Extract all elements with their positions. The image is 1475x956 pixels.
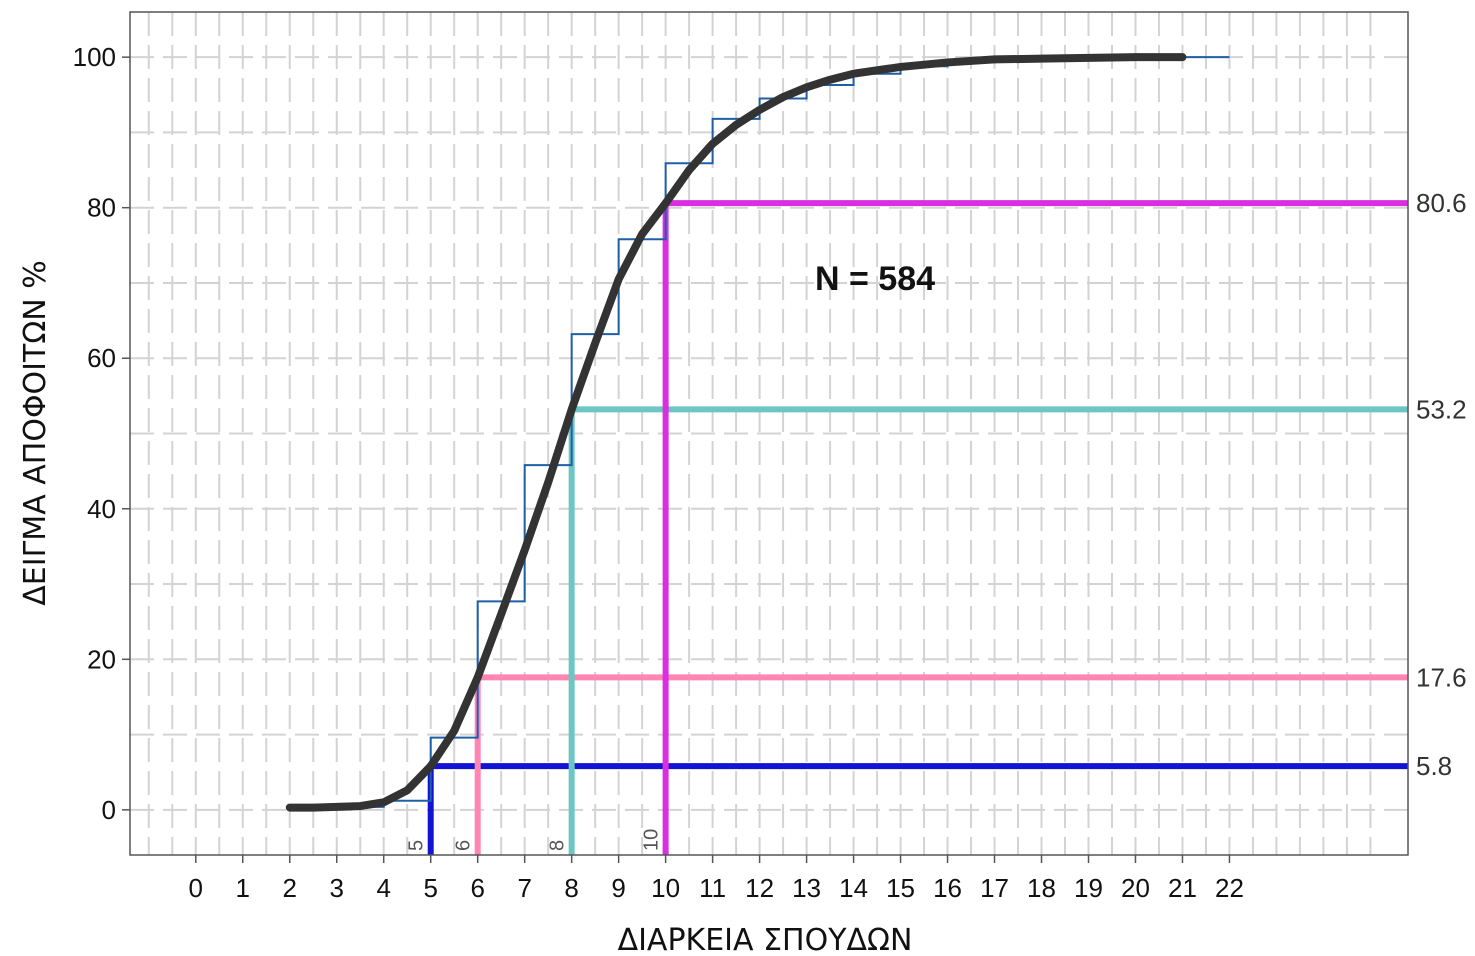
reference-y-label: 5.8 xyxy=(1416,751,1452,781)
reference-lines xyxy=(427,200,1408,855)
reference-line-x10 xyxy=(662,200,1408,855)
x-tick-label: 2 xyxy=(283,873,297,903)
x-tick-label: 21 xyxy=(1168,873,1197,903)
reference-x-label: 6 xyxy=(453,840,475,851)
x-tick-label: 6 xyxy=(470,873,484,903)
x-axis-ticks: 0 1 2 3 4 5 6 7 8 9 10 11 12 13 14 15 16 17 18 19 20 21 22 xyxy=(189,855,1244,903)
x-tick-label: 0 xyxy=(189,873,203,903)
grid-layer xyxy=(130,12,1408,855)
series-layer xyxy=(285,53,1230,812)
y-axis-ticks: 0 20 40 60 80 100 xyxy=(73,42,130,825)
reference-y-label: 53.2 xyxy=(1416,394,1467,424)
x-tick-label: 12 xyxy=(745,873,774,903)
y-tick-label: 80 xyxy=(87,193,116,223)
y-tick-label: 20 xyxy=(87,644,116,674)
x-axis-title: ΔΙΑΡΚΕΙΑ ΣΠΟΥΔΩΝ xyxy=(618,923,913,956)
reference-x-label: 10 xyxy=(641,829,663,851)
x-tick-label: 20 xyxy=(1121,873,1150,903)
y-tick-label: 40 xyxy=(87,494,116,524)
x-tick-label: 8 xyxy=(564,873,578,903)
y-tick-label: 0 xyxy=(102,795,116,825)
x-tick-label: 10 xyxy=(651,873,680,903)
x-tick-label: 14 xyxy=(839,873,868,903)
x-tick-label: 17 xyxy=(980,873,1009,903)
x-tick-label: 15 xyxy=(886,873,915,903)
x-tick-label: 22 xyxy=(1215,873,1244,903)
y-axis-title: ΔΕΙΓΜΑ ΑΠΟΦΟΙΤΩΝ % xyxy=(18,260,53,605)
y-tick-label: 60 xyxy=(87,343,116,373)
x-tick-label: 5 xyxy=(423,873,437,903)
x-tick-label: 16 xyxy=(933,873,962,903)
reference-line-x8 xyxy=(568,406,1408,855)
x-tick-label: 13 xyxy=(792,873,821,903)
x-tick-label: 4 xyxy=(376,873,390,903)
reference-labels: 5.8 5 17.6 6 53.2 8 80.6 10 xyxy=(406,188,1467,851)
reference-x-label: 5 xyxy=(406,840,428,851)
x-tick-label: 1 xyxy=(236,873,250,903)
x-tick-label: 3 xyxy=(330,873,344,903)
reference-y-label: 80.6 xyxy=(1416,188,1467,218)
fitted-cdf-curve xyxy=(285,53,1187,812)
annotation-sample-size: N = 584 xyxy=(815,260,935,298)
x-tick-label: 19 xyxy=(1074,873,1103,903)
plot-frame xyxy=(129,11,1409,856)
reference-y-label: 17.6 xyxy=(1416,662,1467,692)
y-tick-label: 100 xyxy=(73,42,116,72)
x-tick-label: 9 xyxy=(611,873,625,903)
x-tick-label: 7 xyxy=(517,873,531,903)
x-tick-label: 18 xyxy=(1027,873,1056,903)
x-tick-label: 11 xyxy=(699,873,726,903)
reference-x-label: 8 xyxy=(547,840,569,851)
